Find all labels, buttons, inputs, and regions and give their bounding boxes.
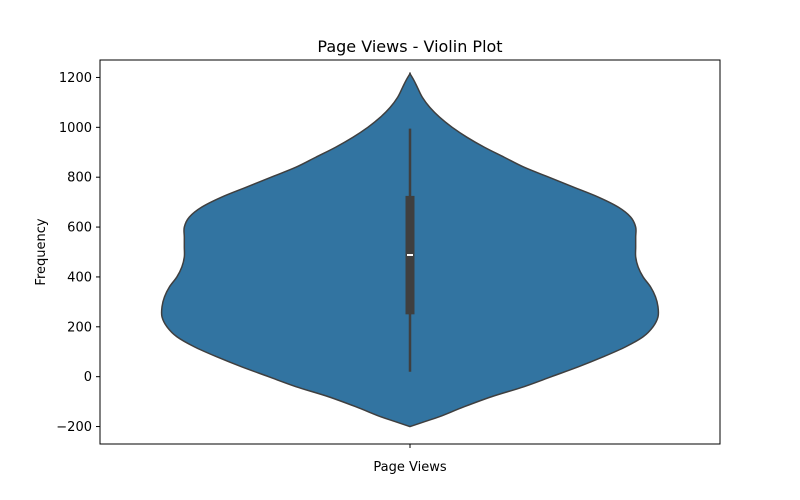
y-tick-label: −200 xyxy=(56,420,92,435)
y-tick-label: 400 xyxy=(67,270,92,285)
y-tick-label: 200 xyxy=(67,320,92,335)
y-tick-label: 0 xyxy=(84,370,92,385)
y-tick-label: 800 xyxy=(67,171,92,186)
y-tick-label: 600 xyxy=(67,221,92,236)
y-tick-label: 1000 xyxy=(59,121,92,136)
y-axis-label: Frequency xyxy=(34,218,49,285)
y-tick-label: 1200 xyxy=(59,71,92,86)
x-tick-label: Page Views xyxy=(373,460,446,475)
chart-title: Page Views - Violin Plot xyxy=(317,37,502,56)
